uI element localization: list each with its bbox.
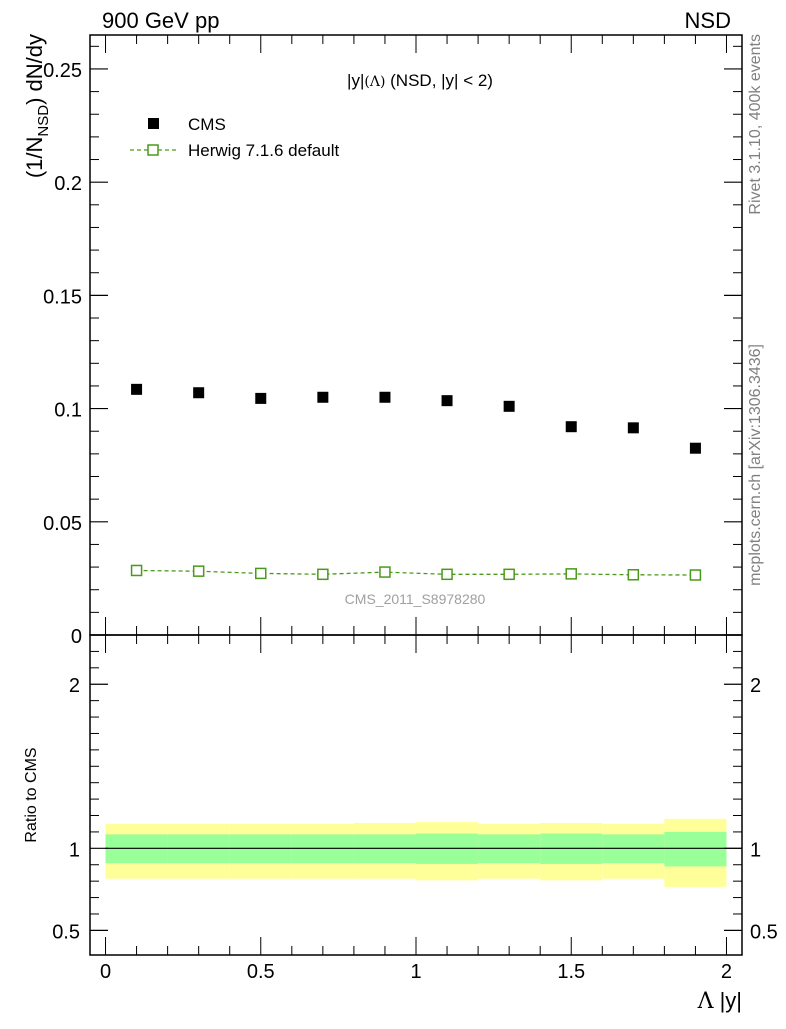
- main-panel: 0 0.05 0.1 0.15 0.2 0.25 |y|(Λ) (NSD, |y| < 2…: [22, 34, 743, 648]
- ratio-ytick-label: 1: [69, 839, 80, 861]
- herwig-point: [565, 568, 577, 580]
- legend-herwig-marker: [147, 144, 159, 156]
- legend-cms-marker: [148, 118, 159, 129]
- cms-point: [379, 391, 391, 403]
- main-ytick-label: 0.05: [43, 513, 82, 535]
- ratio-stat-band: [664, 831, 727, 867]
- cms-point: [627, 422, 639, 434]
- cms-point: [317, 391, 329, 403]
- ratio-ytick-label: 0.5: [52, 921, 80, 943]
- rivet-label: Rivet 3.1.10, 400k events: [747, 34, 764, 215]
- main-ytick-label: 0.1: [54, 400, 82, 422]
- herwig-point: [130, 564, 143, 577]
- ratio-ticks: 0.5 0.5 1 1 2 2 0 0.5 1 1.5 2: [52, 635, 778, 983]
- main-title: |y|(Λ) (NSD, |y| < 2): [347, 71, 493, 90]
- ratio-panel: 0.5 0.5 1 1 2 2 0 0.5 1 1.5 2 Ratio to CMS Λ |y|: [23, 634, 778, 1014]
- analysis-watermark: CMS_2011_S8978280: [345, 591, 486, 607]
- ratio-ytick-label-right: 1: [750, 839, 761, 861]
- herwig-point: [255, 567, 267, 580]
- mcplots-label: mcplots.cern.ch [arXiv:1306.3436]: [747, 344, 764, 586]
- main-title-y: |y|: [347, 71, 364, 90]
- cms-point: [503, 400, 515, 412]
- main-ylabel: (1/NNSD) dN/dy: [22, 34, 52, 178]
- herwig-line: [136, 569, 696, 576]
- main-ytick-label: 0.15: [43, 286, 82, 308]
- main-ylabel-a: (1/N: [22, 137, 47, 179]
- main-ylabel-b: ) dN/dy: [22, 34, 47, 105]
- ratio-xtick-label: 1.5: [557, 961, 585, 983]
- header-left: 900 GeV pp: [102, 8, 219, 33]
- cms-point: [255, 392, 267, 404]
- cms-point: [131, 383, 143, 395]
- ratio-frame: [89, 634, 743, 956]
- main-ytick-label: 0.25: [43, 60, 82, 82]
- cms-point: [193, 387, 205, 399]
- ratio-bands-layer: [105, 818, 742, 887]
- main-ytick-label: 0.2: [54, 173, 82, 195]
- ratio-ylabel: Ratio to CMS: [23, 747, 40, 842]
- legend-herwig-label: Herwig 7.1.6 default: [188, 141, 339, 160]
- ratio-ytick-label-right: 0.5: [750, 921, 778, 943]
- cms-point: [441, 395, 453, 407]
- ratio-ytick-label-right: 2: [750, 675, 761, 697]
- herwig-point: [317, 568, 329, 581]
- ratio-xlabel: Λ |y|: [697, 988, 742, 1014]
- herwig-point: [379, 566, 391, 578]
- legend: CMS Herwig 7.1.6 default: [130, 115, 339, 160]
- herwig-point: [192, 565, 205, 577]
- herwig-point: [503, 568, 515, 581]
- main-ylabel-sub: NSD: [35, 105, 52, 137]
- cms-point: [689, 442, 701, 454]
- herwig-point: [689, 569, 702, 581]
- ratio-xlabel-y: |y|: [713, 988, 742, 1013]
- legend-cms-label: CMS: [188, 115, 226, 134]
- main-series-layer: [130, 383, 702, 581]
- main-title-rest: (NSD, |y| < 2): [385, 71, 493, 90]
- main-ytick-label: 0: [71, 626, 82, 648]
- herwig-point: [441, 568, 453, 581]
- ratio-xtick-label: 2: [721, 961, 732, 983]
- herwig-point: [627, 569, 640, 581]
- cms-point: [565, 421, 577, 433]
- main-ticks: 0 0.05 0.1 0.15 0.2 0.25: [43, 35, 742, 648]
- main-title-lambda: (Λ): [364, 74, 385, 90]
- ratio-xtick-label: 0.5: [247, 961, 275, 983]
- header-right: NSD: [685, 8, 731, 33]
- ratio-xtick-label: 0: [100, 961, 111, 983]
- ratio-xlabel-lambda: Λ: [697, 989, 715, 1014]
- ratio-xtick-label: 1: [410, 961, 421, 983]
- ratio-ytick-label: 2: [69, 675, 80, 697]
